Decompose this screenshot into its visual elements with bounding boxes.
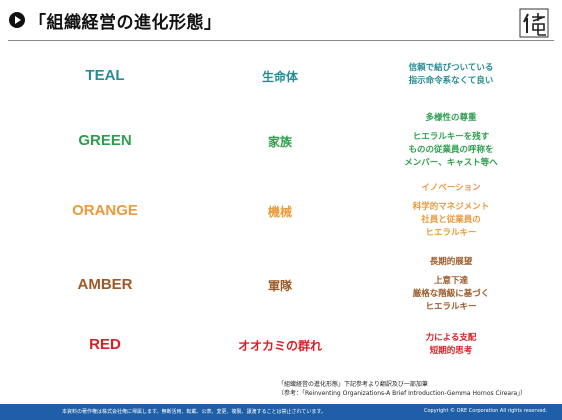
description-line: 上意下達 [433,276,468,286]
copyright-notice: 本資料の著作権は株式会社俺に帰属します。無断活用、転載、公表、変更、複製、譲渡す… [62,409,326,415]
stage-level-label: AMBER [77,276,133,293]
description-line: ヒエラルキー [425,302,477,312]
reference-line-1: 「組織経営の進化形態」下記参考より翻訳及び一部加筆 [278,381,428,388]
reference-line-2: （参考：「Reinventing Organizations-A Brief I… [278,390,527,397]
description-line: 指示命令系なくて良い [408,76,494,86]
stage-metaphor: 家族 [267,135,292,149]
header-divider [8,40,554,41]
stage-metaphor: オオカミの群れ [237,339,322,353]
description-line: 科学的マネジメント [412,202,490,212]
description-line: 長期的展望 [429,257,473,267]
play-bullet-icon [9,12,25,28]
slide-title: 「組織経営の進化形態」 [29,13,222,33]
description-line: 社員と従業員の [421,215,481,225]
stage-level-label: TEAL [85,67,125,84]
description-line: 厳格な階級に基づく [412,289,490,299]
stage-metaphor: 機械 [267,205,292,219]
stage-description: イノベーション 科学的マネジメント 社員と従業員の ヒエラルキー [376,182,526,240]
description-line: 短期的思考 [429,346,473,356]
stage-level-label: RED [89,336,121,353]
company-logo [519,8,549,38]
description-line: 信頼で結びついている [408,63,494,73]
stage-description: 信頼で結びついている 指示命令系なくて良い [376,62,526,88]
description-line: イノベーション [421,183,481,193]
reference-note: 「組織経営の進化形態」下記参考より翻訳及び一部加筆 （参考：「Reinventi… [278,380,526,398]
description-line: 力による支配 [425,333,477,343]
description-line: ものの従業員の呼称を [408,145,494,155]
stage-metaphor: 軍隊 [267,279,292,293]
copyright-footer: 本資料の著作権は株式会社俺に帰属します。無断活用、転載、公表、変更、複製、譲渡す… [0,404,562,420]
stage-description: 多様性の尊重ヒエラルキーを残す ものの従業員の呼称を メンバー、キャスト等へ [376,112,526,170]
copyright-text: Copyright © ORE Corporation All rights r… [424,408,548,414]
description-line: 多様性の尊重 [425,113,477,123]
description-line: メンバー、キャスト等へ [404,158,498,168]
stage-description: 力による支配 短期的思考 [376,332,526,358]
stage-description: 長期的展望上意下達厳格な階級に基づく ヒエラルキー [376,256,526,314]
description-line: ヒエラルキーを残す [412,132,490,142]
stage-level-label: ORANGE [72,202,138,219]
stage-metaphor: 生命体 [261,70,298,84]
slide-header: 「組織経営の進化形態」 [0,0,562,46]
stage-level-label: GREEN [78,132,132,149]
description-line: ヒエラルキー [425,228,477,238]
